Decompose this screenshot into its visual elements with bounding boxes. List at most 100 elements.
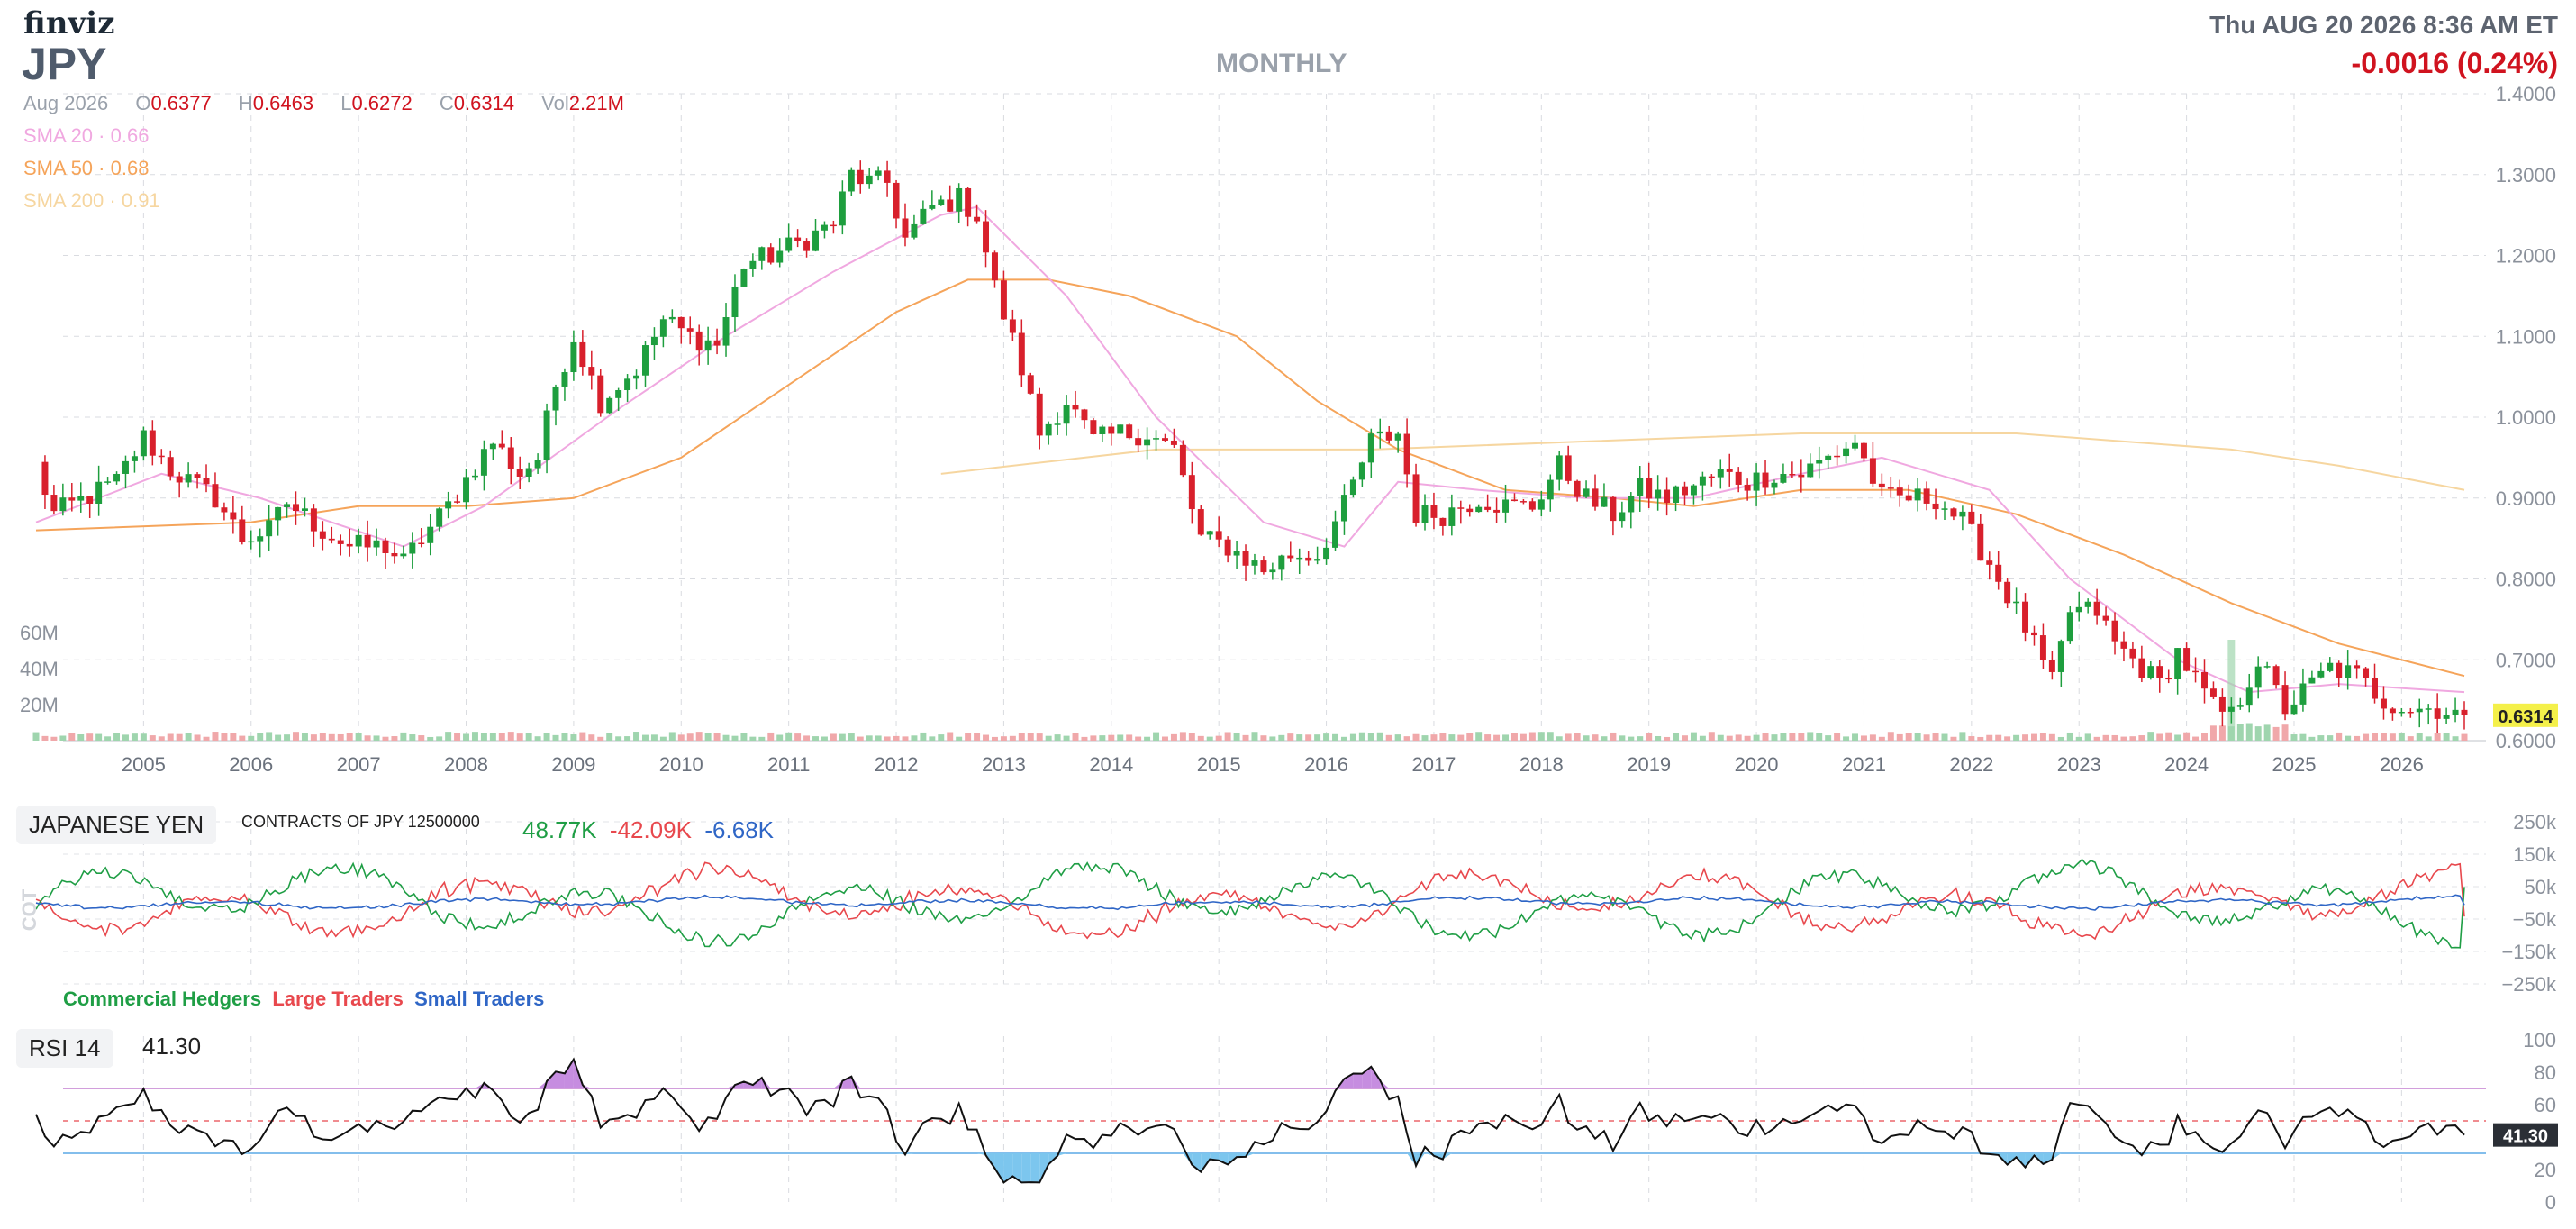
candle-body[interactable] [2290, 704, 2298, 715]
candle-body[interactable] [1896, 487, 1903, 496]
candle-body[interactable] [2227, 706, 2235, 712]
candle-body[interactable] [615, 390, 622, 398]
candle-body[interactable] [1099, 426, 1106, 435]
candle-body[interactable] [1251, 560, 1258, 566]
candle-body[interactable] [920, 208, 927, 224]
candle-body[interactable] [1905, 495, 1912, 501]
candle-body[interactable] [588, 367, 595, 376]
candle-body[interactable] [2129, 648, 2136, 659]
candle-body[interactable] [722, 317, 730, 346]
candle-body[interactable] [1762, 472, 1769, 488]
candle-body[interactable] [965, 187, 972, 217]
candle-body[interactable] [848, 169, 855, 192]
candle-body[interactable] [2013, 601, 2020, 604]
candle-body[interactable] [1601, 496, 1608, 507]
candle-body[interactable] [2120, 641, 2127, 649]
candle-body[interactable] [2461, 709, 2468, 715]
candle-body[interactable] [713, 340, 721, 346]
candle-body[interactable] [597, 375, 604, 414]
candle-body[interactable] [1144, 439, 1151, 446]
candle-body[interactable] [1269, 569, 1276, 573]
cot-title-badge[interactable]: JAPANESE YEN [16, 806, 217, 844]
candle-body[interactable] [319, 531, 326, 539]
candle-body[interactable] [1367, 433, 1374, 463]
candle-body[interactable] [1117, 424, 1124, 434]
candle-body[interactable] [373, 540, 380, 548]
candle-body[interactable] [86, 496, 94, 504]
candle-body[interactable] [1045, 423, 1052, 436]
candle-body[interactable] [1986, 560, 1993, 565]
candle-body[interactable] [2174, 648, 2181, 680]
candle-body[interactable] [1502, 499, 1510, 513]
candle-body[interactable] [1592, 488, 1599, 507]
candle-body[interactable] [1878, 483, 1885, 488]
candle-body[interactable] [543, 410, 550, 460]
candle-body[interactable] [1242, 551, 1249, 566]
candle-body[interactable] [1170, 440, 1177, 445]
candle-body[interactable] [2075, 606, 2082, 613]
candle-body[interactable] [893, 182, 900, 219]
candle-body[interactable] [167, 457, 174, 477]
candle-body[interactable] [149, 430, 156, 456]
candle-body[interactable] [212, 484, 219, 508]
candle-body[interactable] [328, 538, 335, 541]
candle-body[interactable] [122, 460, 129, 474]
candle-body[interactable] [902, 218, 909, 238]
candle-body[interactable] [1332, 521, 1338, 548]
candle-body[interactable] [1628, 496, 1635, 513]
candle-body[interactable] [1349, 479, 1356, 496]
candle-body[interactable] [1825, 455, 1832, 460]
candle-body[interactable] [1448, 507, 1456, 526]
candle-body[interactable] [95, 481, 103, 504]
candle-body[interactable] [2209, 688, 2217, 697]
candle-body[interactable] [346, 543, 353, 547]
candle-body[interactable] [1000, 280, 1007, 320]
candle-body[interactable] [2416, 708, 2423, 713]
candle-body[interactable] [2425, 708, 2432, 710]
candle-body[interactable] [821, 224, 828, 231]
candle-body[interactable] [1278, 555, 1285, 570]
candle-body[interactable] [203, 478, 210, 485]
candle-body[interactable] [266, 520, 273, 537]
candle-body[interactable] [929, 205, 936, 209]
candle-body[interactable] [1637, 478, 1644, 496]
candle-body[interactable] [2398, 711, 2405, 714]
sma200-legend[interactable]: SMA 200 · 0.91 [23, 189, 160, 212]
candle-body[interactable] [1457, 507, 1465, 509]
candle-body[interactable] [104, 481, 112, 483]
finviz-logo[interactable]: finviz [23, 5, 115, 41]
candle-body[interactable] [1771, 482, 1778, 488]
candle-body[interactable] [956, 187, 963, 212]
candle-body[interactable] [257, 536, 264, 542]
candle-body[interactable] [2102, 615, 2109, 621]
candle-body[interactable] [1950, 508, 1957, 517]
candle-body[interactable] [1537, 499, 1545, 510]
candle-body[interactable] [355, 534, 362, 547]
candle-body[interactable] [1063, 405, 1070, 424]
candle-body[interactable] [1834, 455, 1841, 458]
candle-body[interactable] [1493, 509, 1501, 513]
candle-body[interactable] [1510, 499, 1518, 502]
candle-body[interactable] [2245, 687, 2253, 706]
candle-body[interactable] [2336, 662, 2343, 678]
candle-body[interactable] [1466, 508, 1474, 513]
candle-body[interactable] [1789, 473, 1796, 476]
candle-body[interactable] [1798, 474, 1805, 478]
candle-body[interactable] [2263, 666, 2271, 668]
candle-body[interactable] [695, 331, 703, 351]
candle-body[interactable] [489, 443, 496, 450]
candle-body[interactable] [1780, 473, 1787, 483]
candle-body[interactable] [454, 501, 461, 503]
candle-body[interactable] [740, 269, 748, 287]
candle-body[interactable] [2363, 668, 2370, 678]
candle-body[interactable] [2236, 705, 2244, 707]
candle-body[interactable] [41, 461, 49, 496]
candle-body[interactable] [1340, 495, 1347, 522]
candle-body[interactable] [176, 476, 183, 483]
candle-body[interactable] [659, 319, 667, 337]
candle-body[interactable] [1699, 476, 1706, 486]
candle-body[interactable] [158, 455, 165, 458]
candle-body[interactable] [498, 443, 505, 448]
candle-body[interactable] [1027, 375, 1034, 394]
